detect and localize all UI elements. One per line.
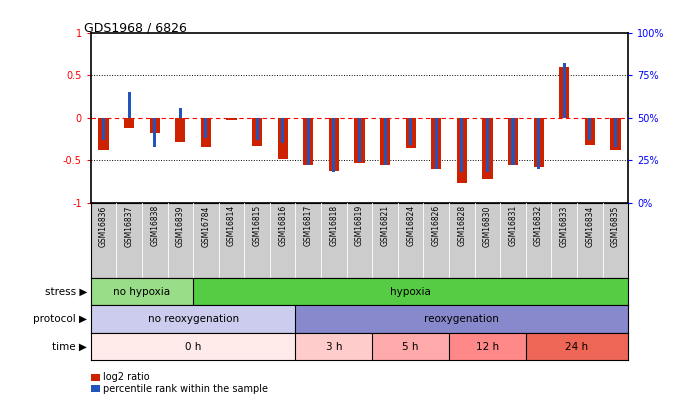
Text: 3 h: 3 h	[326, 342, 342, 352]
Bar	[201, 118, 211, 147]
Bar	[91, 333, 295, 360]
Text: GSM16816: GSM16816	[279, 205, 287, 246]
Text: log2 ratio: log2 ratio	[103, 372, 150, 382]
Bar	[355, 118, 364, 163]
Text: GSM16833: GSM16833	[560, 205, 569, 247]
Bar	[179, 108, 182, 118]
Bar	[537, 118, 540, 169]
Bar	[449, 333, 526, 360]
Bar	[252, 118, 262, 146]
Text: GSM16828: GSM16828	[457, 205, 466, 246]
Bar	[610, 118, 621, 150]
Bar	[153, 118, 156, 147]
Bar	[226, 118, 237, 120]
Text: no hypoxia: no hypoxia	[113, 287, 170, 296]
Bar	[295, 333, 372, 360]
Bar	[559, 67, 570, 118]
Bar	[526, 333, 628, 360]
Text: 24 h: 24 h	[565, 342, 588, 352]
Bar	[124, 118, 134, 128]
Bar	[303, 118, 313, 165]
Text: GSM16826: GSM16826	[432, 205, 440, 246]
Bar	[278, 118, 288, 159]
Text: GSM16838: GSM16838	[150, 205, 159, 246]
Text: GSM16832: GSM16832	[534, 205, 543, 246]
Text: GSM16819: GSM16819	[355, 205, 364, 246]
Text: GSM16837: GSM16837	[125, 205, 133, 247]
Text: reoxygenation: reoxygenation	[424, 314, 499, 324]
Text: 12 h: 12 h	[476, 342, 499, 352]
Bar	[193, 278, 628, 305]
Text: GSM16784: GSM16784	[202, 205, 210, 247]
Text: GSM16830: GSM16830	[483, 205, 492, 247]
Text: 5 h: 5 h	[403, 342, 419, 352]
Bar	[431, 118, 441, 169]
Bar	[372, 333, 449, 360]
Text: GSM16814: GSM16814	[227, 205, 236, 246]
Bar	[409, 118, 413, 145]
Bar	[358, 118, 361, 162]
Bar	[533, 118, 544, 167]
Bar	[149, 118, 160, 133]
Bar	[91, 278, 193, 305]
Bar	[102, 118, 105, 140]
Text: GSM16836: GSM16836	[99, 205, 108, 247]
Bar	[91, 305, 295, 333]
Bar	[306, 118, 310, 166]
Bar	[460, 118, 463, 172]
Bar	[435, 118, 438, 169]
Text: GSM16839: GSM16839	[176, 205, 185, 247]
Bar	[128, 92, 131, 118]
Text: protocol ▶: protocol ▶	[34, 314, 87, 324]
Text: GSM16818: GSM16818	[329, 205, 339, 246]
Bar	[281, 118, 284, 143]
Text: GSM16834: GSM16834	[586, 205, 594, 247]
Text: hypoxia: hypoxia	[390, 287, 431, 296]
Bar	[98, 118, 109, 150]
Text: 0 h: 0 h	[185, 342, 201, 352]
Bar	[563, 64, 566, 118]
Bar	[585, 118, 595, 145]
Bar	[329, 118, 339, 171]
Text: GSM16821: GSM16821	[380, 205, 389, 246]
Bar	[482, 118, 493, 179]
Text: GDS1968 / 6826: GDS1968 / 6826	[84, 21, 186, 34]
Bar	[383, 118, 387, 166]
Bar	[486, 118, 489, 172]
Bar	[255, 118, 259, 140]
Text: GSM16831: GSM16831	[509, 205, 517, 246]
Text: GSM16817: GSM16817	[304, 205, 313, 246]
Bar	[295, 305, 628, 333]
Bar	[175, 118, 186, 142]
Text: percentile rank within the sample: percentile rank within the sample	[103, 384, 268, 394]
Bar	[205, 118, 207, 138]
Bar	[512, 118, 514, 166]
Bar	[614, 118, 617, 147]
Bar	[456, 118, 467, 183]
Bar	[588, 118, 591, 140]
Text: GSM16835: GSM16835	[611, 205, 620, 247]
Text: time ▶: time ▶	[52, 342, 87, 352]
Bar	[332, 118, 336, 172]
Bar	[406, 118, 416, 148]
Text: GSM16815: GSM16815	[253, 205, 262, 246]
Text: stress ▶: stress ▶	[45, 287, 87, 296]
Bar	[508, 118, 518, 165]
Text: GSM16824: GSM16824	[406, 205, 415, 246]
Text: no reoxygenation: no reoxygenation	[147, 314, 239, 324]
Bar	[380, 118, 390, 165]
